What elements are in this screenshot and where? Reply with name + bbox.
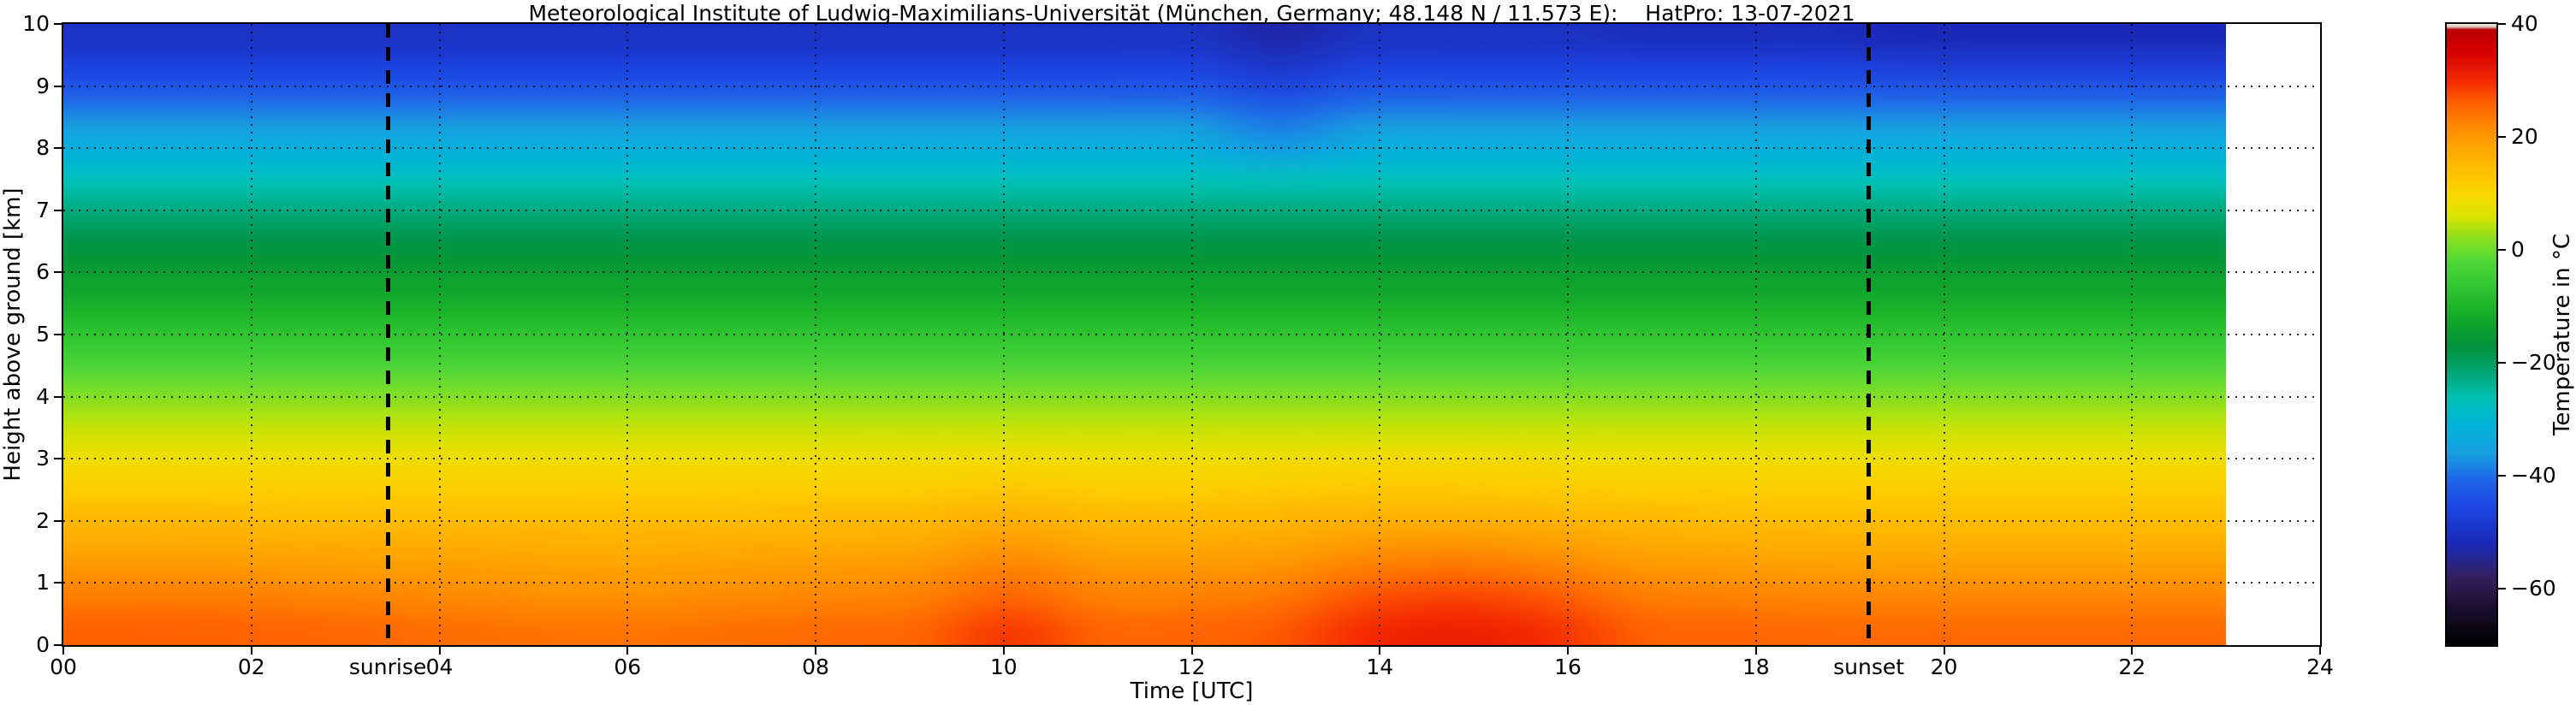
x-tick	[1002, 647, 1005, 655]
y-tick-label: 9	[36, 73, 50, 98]
x-tick-label: 00	[50, 655, 77, 679]
y-tick-label: 4	[36, 383, 50, 409]
y-tick-label: 2	[36, 507, 50, 533]
x-tick-label: 22	[2118, 655, 2146, 679]
colorbar-tick-label: 20	[2511, 124, 2538, 149]
x-tick-label: 24	[2306, 655, 2334, 679]
y-tick	[54, 395, 62, 398]
x-tick-label: 10	[989, 655, 1018, 679]
sunrise-line	[385, 24, 390, 645]
y-tick	[54, 85, 62, 87]
x-tick	[2131, 647, 2134, 655]
y-tick	[54, 209, 62, 211]
colorbar-tick-label: 40	[2511, 11, 2538, 36]
colorbar	[2447, 24, 2496, 645]
y-gridline	[63, 519, 2320, 522]
y-gridline	[63, 458, 2320, 460]
y-gridline	[63, 209, 2320, 211]
colorbar-tick-label: −20	[2511, 350, 2556, 375]
y-tick	[54, 458, 62, 460]
x-tick	[626, 647, 629, 655]
y-gridline	[63, 147, 2320, 150]
x-tick	[2319, 647, 2321, 655]
x-tick-label: 04	[425, 655, 454, 679]
y-gridline	[63, 271, 2320, 274]
y-tick-label: 0	[36, 632, 50, 657]
sunset-line	[1867, 24, 1872, 645]
colorbar-tick-label: −60	[2511, 576, 2556, 601]
x-tick	[1943, 647, 1945, 655]
y-tick	[54, 334, 62, 335]
y-tick	[54, 271, 62, 274]
x-tick	[438, 647, 441, 655]
colorbar-tick	[2498, 475, 2506, 477]
x-axis-label: Time [UTC]	[1130, 678, 1254, 704]
y-tick	[54, 147, 62, 150]
colorbar-tick-label: −40	[2511, 463, 2556, 488]
x-tick	[815, 647, 816, 655]
y-tick	[54, 582, 62, 584]
colorbar-gradient	[2447, 24, 2496, 645]
sunset-label: sunset	[1833, 655, 1905, 679]
x-tick-label: 02	[237, 655, 265, 679]
y-gridline	[63, 582, 2320, 584]
x-tick	[1754, 647, 1757, 655]
x-tick	[1567, 647, 1569, 655]
y-tick-label: 1	[36, 570, 50, 595]
plot-area	[63, 24, 2320, 645]
y-tick-label: 10	[22, 11, 50, 36]
x-tick-label: 06	[614, 655, 642, 679]
x-tick	[250, 647, 252, 655]
x-tick-label: 12	[1178, 655, 1206, 679]
colorbar-tick	[2498, 249, 2506, 251]
x-tick	[62, 647, 64, 655]
y-tick-label: 5	[36, 322, 50, 347]
x-tick-label: 18	[1742, 655, 1770, 679]
sunrise-label: sunrise	[348, 655, 427, 679]
x-tick	[1190, 647, 1193, 655]
y-tick	[54, 23, 62, 25]
x-tick	[1379, 647, 1381, 655]
x-tick-label: 08	[802, 655, 829, 679]
y-tick	[54, 519, 62, 522]
y-tick-label: 8	[36, 135, 50, 161]
y-tick-label: 7	[36, 197, 50, 222]
colorbar-tick	[2498, 136, 2506, 138]
y-tick	[54, 644, 62, 646]
colorbar-tick	[2498, 588, 2506, 589]
colorbar-label: Temperature in °C	[2549, 233, 2575, 436]
y-gridline	[63, 395, 2320, 398]
y-gridline	[63, 334, 2320, 335]
y-tick-label: 3	[36, 446, 50, 471]
colorbar-tick	[2498, 23, 2506, 25]
y-gridline	[63, 85, 2320, 87]
x-tick-label: 20	[1930, 655, 1958, 679]
x-tick-label: 16	[1554, 655, 1582, 679]
colorbar-tick-label: 0	[2511, 237, 2525, 262]
x-tick-label: 14	[1366, 655, 1394, 679]
colorbar-tick	[2498, 362, 2506, 364]
chart-title: Meteorological Institute of Ludwig-Maxim…	[528, 1, 1855, 26]
y-tick-label: 6	[36, 259, 50, 285]
